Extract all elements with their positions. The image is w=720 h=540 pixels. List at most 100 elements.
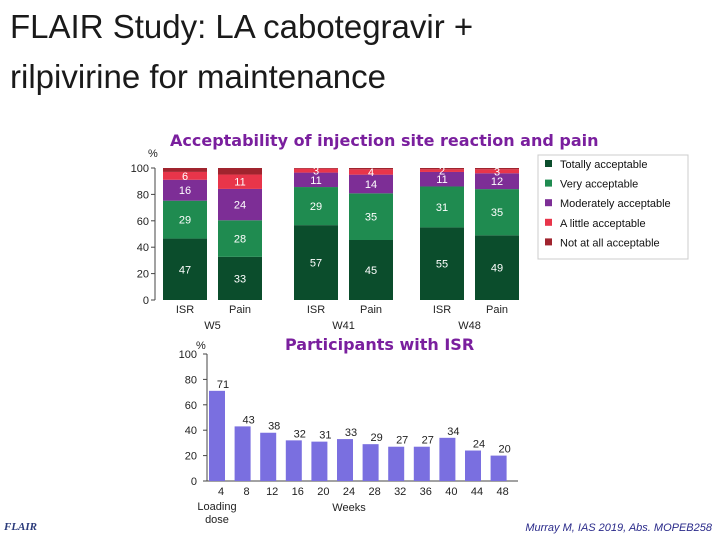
bar-segment — [218, 168, 262, 175]
isr-y-tick-label: 100 — [179, 349, 197, 361]
isr-bar-label: 31 — [319, 430, 331, 442]
isr-bar: 31 — [311, 430, 332, 481]
isr-bar: 24 — [465, 439, 485, 481]
bar-segment — [475, 168, 519, 170]
bar-segment — [349, 169, 393, 175]
bar-segment-label: 57 — [310, 258, 322, 270]
isr-bar: 38 — [260, 421, 280, 481]
isr-x-tick-label: 40 — [445, 486, 457, 498]
bar-segment-label: 11 — [310, 175, 321, 187]
bar-segment — [420, 171, 464, 187]
bar-segment-label: 28 — [234, 234, 246, 246]
isr-bar-label: 32 — [294, 428, 306, 440]
isr-y-ticks: 0 20 40 60 80 100 — [179, 349, 207, 488]
isr-bar: 20 — [490, 444, 511, 481]
bar-segment-label: < 1 — [308, 158, 324, 170]
isr-bar-label: 43 — [242, 414, 254, 426]
bar-segment — [420, 169, 464, 172]
acceptability-category-label: Pain — [229, 304, 251, 316]
bar-segment — [349, 168, 393, 170]
isr-bar-label: 29 — [370, 432, 382, 444]
bar-segment — [294, 168, 338, 169]
acceptability-y-tick-label: 20 — [137, 269, 149, 281]
bar-segment — [163, 179, 207, 201]
isr-loading-dose-label-line-2: dose — [205, 514, 229, 526]
isr-bar-label: 34 — [447, 426, 459, 438]
bar-segment-label: 1 — [439, 158, 445, 170]
acceptability-y-axis-label: % — [148, 148, 158, 160]
bar-segment — [349, 240, 393, 300]
legend-swatch — [545, 238, 552, 246]
legend-item: Moderately acceptable — [545, 198, 671, 210]
bar-segment — [349, 193, 393, 240]
bar-segment-label: 11 — [234, 177, 245, 189]
isr-bar-rect — [388, 446, 405, 481]
page-title: FLAIR Study: LA cabotegravir + rilpiviri… — [10, 2, 710, 102]
isr-x-tick-label: 16 — [292, 486, 304, 498]
legend-item: Very acceptable — [545, 179, 638, 191]
bar-segment-label: 55 — [436, 259, 448, 271]
isr-bar: 27 — [413, 435, 434, 481]
bar-segment-label: 47 — [179, 264, 191, 276]
bar-segment — [475, 173, 519, 190]
acceptability-category-label: Pain — [486, 304, 508, 316]
legend-item: A little acceptable — [545, 218, 646, 230]
bar-segment-label: 29 — [310, 201, 322, 213]
bar-segment — [349, 174, 393, 194]
bar-segment-label: 35 — [365, 212, 377, 224]
bar-segment-label: 29 — [179, 215, 191, 227]
isr-y-tick-label: 20 — [185, 451, 197, 463]
acceptability-legend: Totally acceptable Very acceptable Moderat… — [537, 154, 689, 260]
bar-segment-label: 1 — [368, 158, 374, 170]
isr-bar-label: 20 — [498, 444, 510, 456]
isr-x-tick-label: 48 — [496, 486, 508, 498]
bar-segment — [218, 188, 262, 221]
acceptability-chart-title: Acceptability of injection site reaction… — [170, 131, 598, 150]
isr-x-ticks: 4 8 12 16 20 24 28 32 36 40 44 48 — [218, 486, 509, 498]
bar-segment-label: 12 — [491, 176, 503, 188]
bar-segment-label: 16 — [179, 185, 191, 197]
stacked-bar — [294, 168, 338, 300]
acceptability-category-label: Pain — [360, 304, 382, 316]
isr-bar-label: 33 — [345, 427, 357, 439]
bar-segment — [475, 169, 519, 174]
isr-bar-label: 38 — [268, 421, 280, 433]
isr-x-axis-label: Weeks — [332, 502, 366, 514]
isr-bar: 27 — [388, 435, 408, 481]
legend-label: A little acceptable — [560, 218, 646, 230]
bar-segment — [163, 238, 207, 300]
acceptability-group-labels: W5 W41 W48 — [204, 320, 481, 332]
bar-segment — [420, 227, 464, 300]
isr-bar-rect — [337, 439, 353, 481]
isr-bar: 33 — [337, 427, 357, 481]
isr-bar-rect — [234, 426, 251, 481]
acceptability-group-label: W48 — [458, 320, 481, 332]
legend-swatch — [545, 160, 552, 167]
bar-segment-label: 3 — [494, 166, 500, 178]
acceptability-y-tick-label: 80 — [137, 189, 149, 201]
isr-bar: 34 — [439, 426, 460, 481]
acceptability-y-tick-label: 100 — [131, 163, 149, 175]
isr-bar-rect — [260, 432, 277, 481]
bar-segment — [163, 200, 207, 239]
bar-segment-label: 11 — [436, 174, 447, 186]
bar-segment-label: 3 — [313, 166, 319, 178]
legend-item: Totally acceptable — [545, 159, 647, 171]
page-title-line-1: FLAIR Study: LA cabotegravir + — [10, 8, 474, 45]
stacked-bar — [349, 168, 393, 300]
isr-bar-rect — [311, 441, 328, 481]
isr-y-tick-label: 80 — [185, 374, 197, 386]
stacked-bar — [420, 168, 464, 300]
acceptability-y-ticks: 0 20 40 60 80 100 — [131, 163, 155, 307]
bar-segment — [420, 186, 464, 228]
acceptability-y-tick-label: 0 — [143, 295, 149, 307]
bar-segment-label: 45 — [365, 265, 377, 277]
bar-segment-label: 31 — [436, 202, 448, 214]
bar-segment — [294, 187, 338, 226]
stacked-bar — [475, 168, 519, 300]
bar-segment-label: 33 — [234, 273, 246, 285]
isr-bar-label: 27 — [396, 435, 408, 447]
bar-segment — [163, 171, 207, 180]
isr-x-tick-label: 44 — [471, 486, 483, 498]
legend-label: Not at all acceptable — [560, 237, 660, 249]
